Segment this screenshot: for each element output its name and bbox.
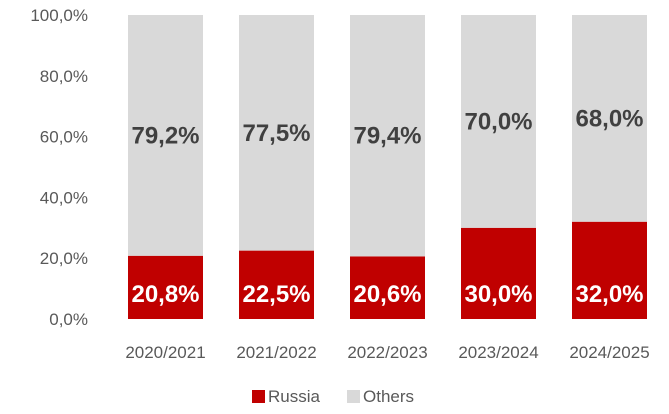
- legend: Russia Others: [252, 387, 414, 406]
- bars: 20,8% 79,2% 22,5% 77,5% 20,6% 79,4% 30,0% 70,0%…: [128, 15, 647, 319]
- bar-russia-1: [239, 250, 314, 319]
- data-label-others: 70,0%: [464, 108, 532, 135]
- x-category-label: 2024/2025: [569, 343, 649, 362]
- legend-swatch-others: [347, 390, 360, 403]
- bar-russia-3: [461, 227, 536, 319]
- y-tick-label: 60,0%: [40, 128, 88, 147]
- data-label-others: 68,0%: [575, 105, 643, 132]
- legend-label-others: Others: [363, 387, 414, 406]
- x-category-label: 2021/2022: [236, 343, 316, 362]
- bar-others-4: [572, 15, 647, 222]
- data-label-others: 79,4%: [353, 123, 421, 150]
- data-label-russia: 30,0%: [464, 281, 532, 308]
- bar-others-2: [350, 15, 425, 257]
- x-category-label: 2020/2021: [125, 343, 205, 362]
- x-axis: 2020/2021 2021/2022 2022/2023 2023/2024 2024…: [125, 343, 649, 362]
- y-tick-label: 40,0%: [40, 188, 88, 207]
- data-label-others: 79,2%: [131, 122, 199, 149]
- bar-russia-2: [350, 256, 425, 319]
- y-tick-label: 80,0%: [40, 67, 88, 86]
- bar-others-3: [461, 15, 536, 228]
- legend-label-russia: Russia: [268, 387, 321, 406]
- data-label-russia: 22,5%: [242, 281, 310, 308]
- bar-others-0: [128, 15, 203, 256]
- data-label-russia: 32,0%: [575, 281, 643, 308]
- bar-others-1: [239, 15, 314, 251]
- legend-swatch-russia: [252, 390, 265, 403]
- data-label-russia: 20,6%: [353, 281, 421, 308]
- x-category-label: 2022/2023: [347, 343, 427, 362]
- y-tick-label: 20,0%: [40, 249, 88, 268]
- y-tick-label: 100,0%: [30, 6, 88, 25]
- y-tick-label: 0,0%: [49, 310, 88, 329]
- bar-russia-4: [572, 221, 647, 319]
- data-label-others: 77,5%: [242, 120, 310, 147]
- data-label-russia: 20,8%: [131, 281, 199, 308]
- y-axis: 0,0% 20,0% 40,0% 60,0% 80,0% 100,0%: [30, 6, 88, 329]
- x-category-label: 2023/2024: [458, 343, 538, 362]
- bar-russia-0: [128, 255, 203, 319]
